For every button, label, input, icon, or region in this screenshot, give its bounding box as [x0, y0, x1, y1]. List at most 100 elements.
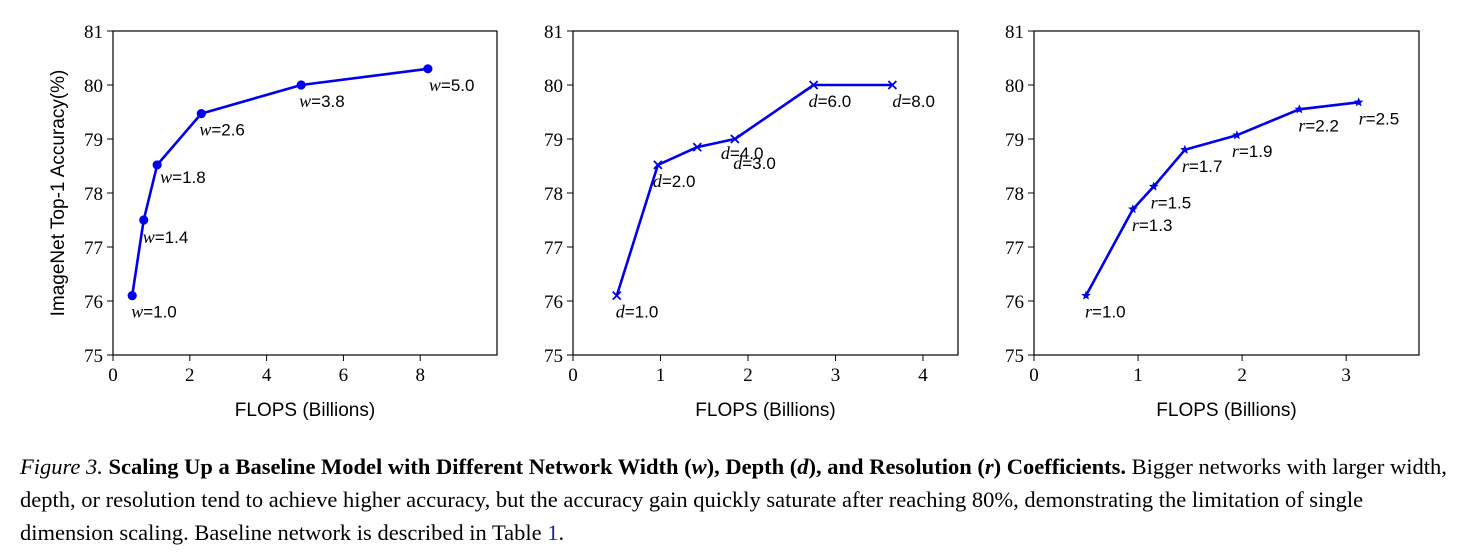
data-label-value: =1.7 [1189, 157, 1223, 176]
x-tick-label: 0 [1029, 365, 1039, 386]
data-label-value: =5.0 [441, 76, 475, 95]
data-label: d=2.0 [653, 171, 696, 191]
data-label-value: =4.0 [730, 144, 764, 163]
data-label-symbol: w [160, 167, 172, 187]
data-point [152, 160, 162, 170]
data-label: w=1.0 [131, 302, 177, 322]
data-label-symbol: w [143, 227, 155, 247]
data-point [612, 290, 622, 301]
figure-label: Figure 3. [20, 454, 103, 479]
data-label: r=1.5 [1151, 193, 1192, 213]
data-label: d=8.0 [892, 91, 935, 111]
data-label-symbol: w [299, 91, 311, 111]
x-tick-label: 4 [918, 365, 928, 386]
caption-title: Scaling Up a Baseline Model with Differe… [109, 454, 1127, 479]
data-point [1232, 130, 1242, 140]
x-tick-label: 8 [415, 365, 425, 386]
y-tick-label: 76 [544, 292, 563, 313]
y-tick-label: 78 [84, 184, 103, 205]
x-tick-label: 2 [1237, 365, 1247, 386]
data-label-value: =2.5 [1366, 109, 1400, 128]
x-tick-label: 2 [743, 365, 753, 386]
data-point [423, 64, 433, 74]
data-point [808, 80, 819, 90]
caption-symbol-w: w [691, 454, 707, 479]
data-label-symbol: w [131, 302, 143, 322]
y-tick-label: 81 [544, 22, 563, 43]
data-point [296, 80, 306, 90]
data-label-symbol: r [1182, 156, 1190, 176]
table-reference-link[interactable]: 1 [547, 520, 559, 545]
data-label-symbol: d [653, 171, 663, 191]
data-label: d=3.0 [733, 153, 776, 173]
caption-title-part3: ), and Resolution ( [808, 454, 985, 479]
series-line-d [615, 83, 893, 296]
x-tick-label: 1 [1133, 365, 1143, 386]
data-label-value: =2.6 [211, 121, 245, 140]
data-label: r=1.7 [1182, 156, 1223, 176]
data-label: w=3.8 [299, 91, 345, 111]
x-tick-label: 0 [108, 365, 118, 386]
y-tick-label: 80 [1005, 76, 1024, 97]
data-point [1148, 181, 1159, 191]
figure-caption: Figure 3. Scaling Up a Baseline Model wi… [20, 450, 1460, 549]
y-tick-label: 75 [544, 346, 563, 367]
data-label-value: =3.0 [742, 154, 776, 173]
data-label-symbol: d [892, 91, 902, 111]
caption-title-part2: ), Depth ( [706, 454, 798, 479]
data-point [1081, 290, 1091, 300]
data-label: d=6.0 [809, 91, 852, 111]
y-tick-label: 81 [1005, 22, 1024, 43]
data-label-symbol: d [733, 153, 743, 173]
caption-title-part4: ) Coefficients. [993, 454, 1127, 479]
data-label-symbol: r [1359, 108, 1367, 128]
data-label: r=2.5 [1359, 108, 1400, 128]
data-label-value: =1.4 [155, 228, 189, 247]
y-tick-label: 79 [544, 130, 563, 151]
data-label: w=1.4 [143, 227, 189, 247]
data-label-symbol: r [1132, 215, 1140, 235]
data-label-symbol: d [809, 91, 819, 111]
data-label: r=1.0 [1085, 302, 1126, 322]
y-tick-label: 77 [1005, 238, 1024, 259]
data-label: w=5.0 [429, 75, 475, 95]
data-label-value: =8.0 [901, 92, 935, 111]
caption-title-part1: Scaling Up a Baseline Model with Differe… [108, 454, 692, 479]
x-tick-label: 2 [185, 365, 195, 386]
x-tick-label: 4 [262, 365, 272, 386]
data-label: r=1.3 [1132, 215, 1173, 235]
data-label-value: =1.0 [1092, 303, 1126, 322]
data-point [1180, 144, 1190, 154]
figure-charts: 0 2 4 6 8 75 76 77 78 79 80 81 FLOPS (Billions) Image… [48, 22, 1420, 421]
data-label: r=2.2 [1298, 115, 1339, 135]
data-point [127, 291, 137, 301]
y-tick-label: 75 [84, 346, 103, 367]
data-label-symbol: r [1298, 115, 1306, 135]
data-label-value: =6.0 [818, 92, 852, 111]
y-tick-label: 77 [544, 238, 563, 259]
data-label: w=1.8 [160, 167, 206, 187]
data-label-value: =1.0 [143, 303, 177, 322]
series-line-w [130, 67, 429, 296]
data-label: d=4.0 [721, 143, 764, 163]
data-point [1294, 104, 1305, 114]
y-tick-label: 77 [84, 238, 103, 259]
y-tick-label: 81 [84, 22, 103, 43]
data-point [887, 80, 898, 90]
data-label-value: =1.5 [1158, 194, 1192, 213]
x-tick-label: 0 [568, 365, 578, 386]
data-label-symbol: r [1232, 141, 1240, 161]
data-label-value: =1.9 [1239, 142, 1273, 161]
x-tick-label: 3 [831, 365, 841, 386]
caption-end: . [558, 520, 565, 545]
x-tick-label: 3 [1341, 365, 1351, 386]
y-tick-label: 78 [544, 184, 563, 205]
data-label-symbol: r [1085, 302, 1093, 322]
data-label-symbol: d [616, 302, 626, 322]
y-tick-label: 76 [84, 292, 103, 313]
data-label-symbol: r [1151, 193, 1159, 213]
data-point [730, 134, 740, 144]
y-tick-label: 76 [1005, 292, 1024, 313]
data-label-value: =2.0 [662, 172, 696, 191]
data-point [692, 142, 702, 152]
